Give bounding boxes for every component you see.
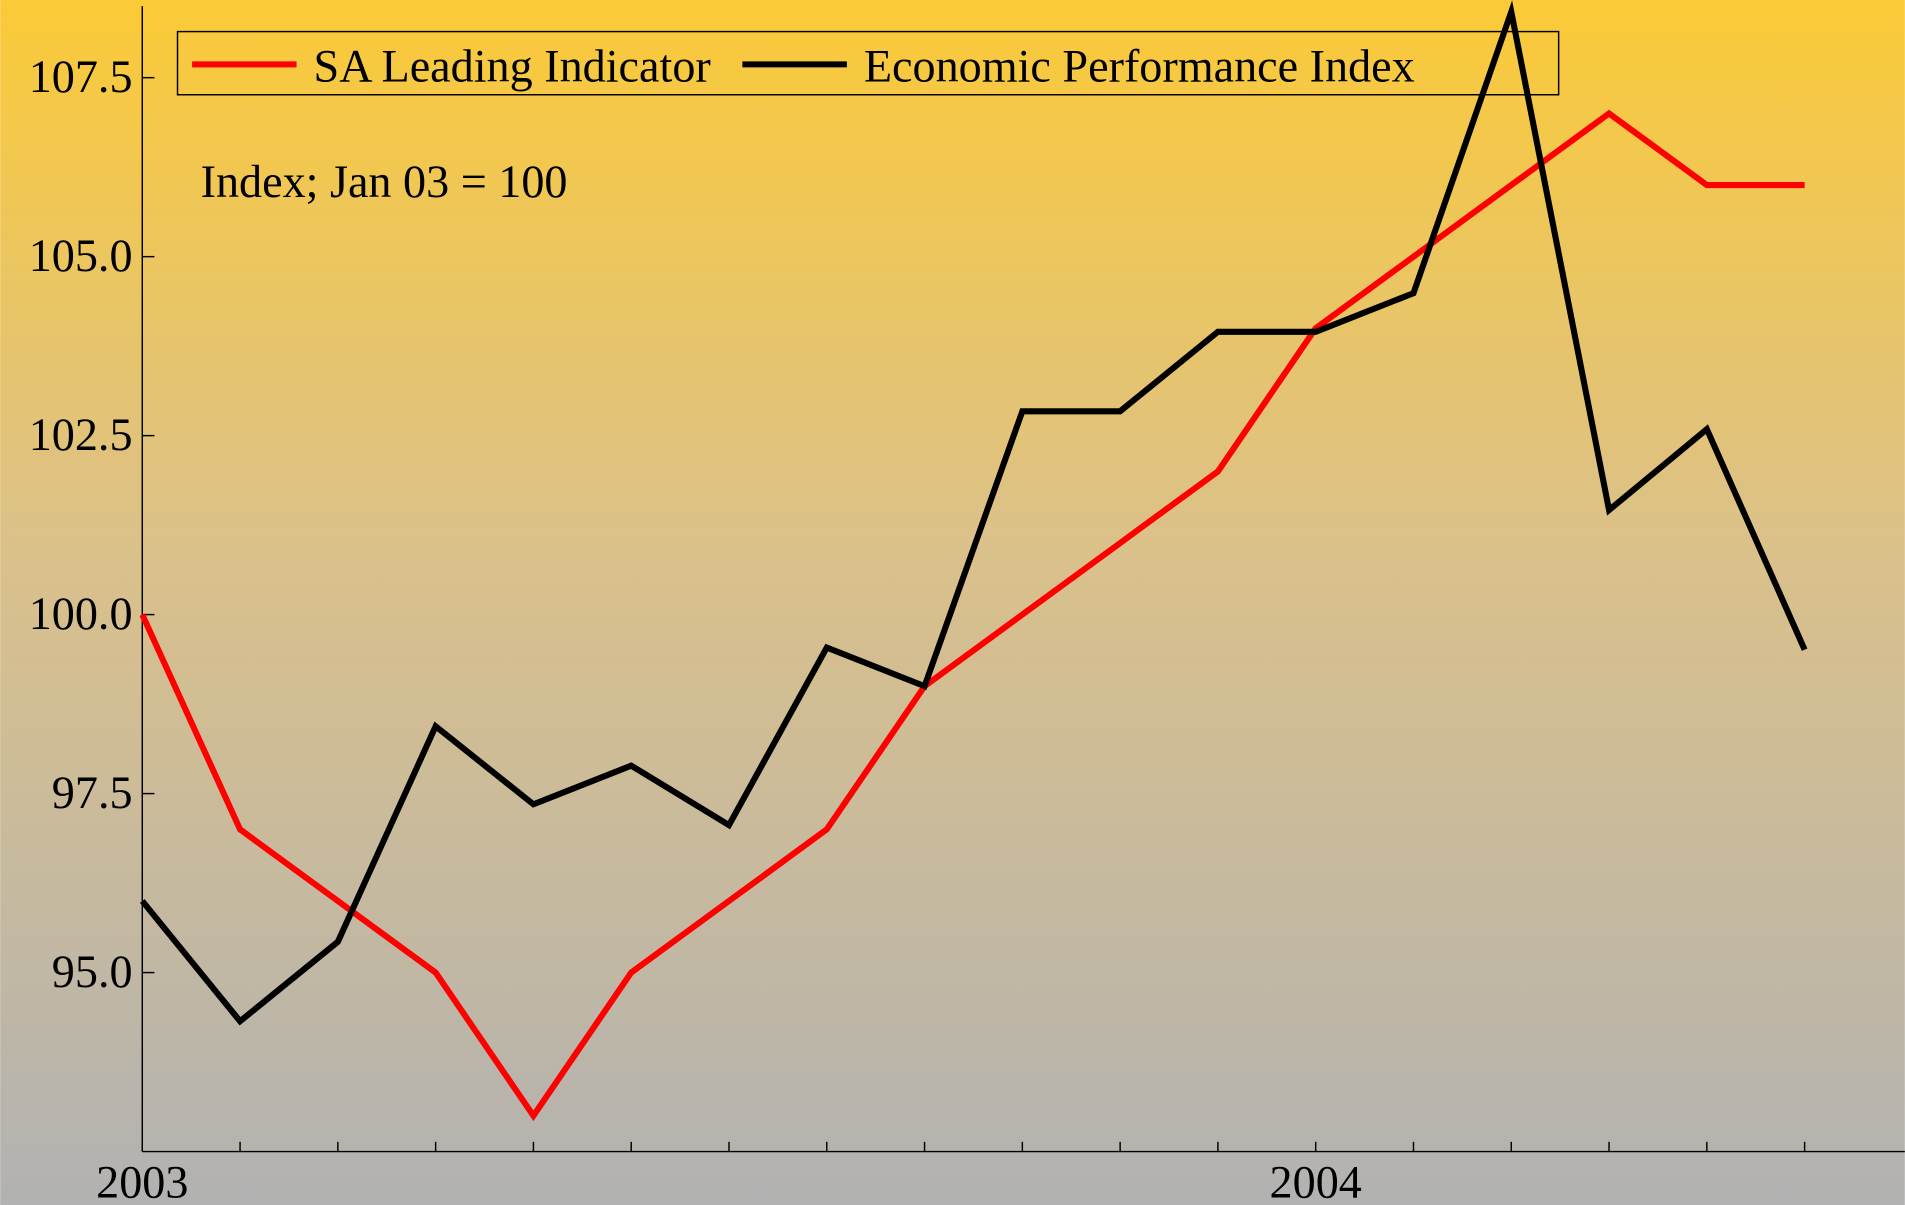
series-line <box>139 109 1805 1122</box>
annotation: Index; Jan 03 = 100 <box>201 156 568 207</box>
x-tick-label: 2004 <box>1270 1157 1362 1205</box>
y-tick-label: 100.0 <box>29 588 133 639</box>
legend-label: SA Leading Indicator <box>314 40 711 91</box>
y-tick-label: 97.5 <box>52 767 133 818</box>
legend-label: Economic Performance Index <box>864 40 1415 91</box>
y-tick-label: 107.5 <box>29 51 133 102</box>
x-tick-label: 2003 <box>96 1157 188 1205</box>
y-tick-label: 102.5 <box>29 409 133 460</box>
y-tick-label: 105.0 <box>29 230 133 281</box>
legend-box <box>176 30 1560 96</box>
y-tick-label: 95.0 <box>52 946 133 997</box>
